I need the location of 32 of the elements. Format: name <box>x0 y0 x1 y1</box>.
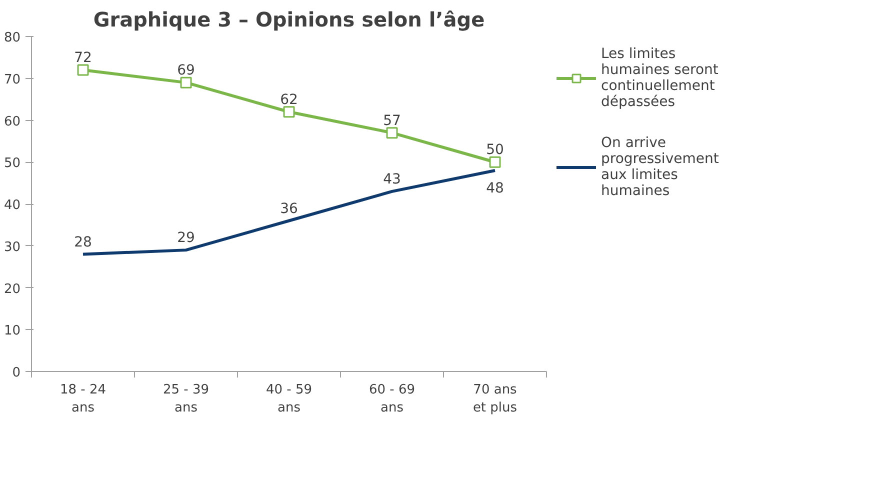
data-label: 43 <box>383 171 401 188</box>
legend-label: On arrive progressivement aux limites humaines <box>601 135 719 199</box>
x-tick-label: 70 ans et plus <box>472 382 518 416</box>
data-label: 72 <box>74 50 92 66</box>
y-tick-label: 60 <box>4 114 21 130</box>
y-tick-label: 50 <box>4 156 21 172</box>
point <box>77 64 89 76</box>
data-label: 29 <box>177 230 195 246</box>
chart-title: Graphique 3 – Opinions selon l’âge <box>93 8 485 32</box>
x-tick-label: 25 - 39 ans <box>162 382 210 416</box>
point <box>283 106 295 118</box>
data-label: 57 <box>383 112 401 129</box>
y-tick-label: 20 <box>4 282 21 297</box>
data-label: 69 <box>177 62 195 79</box>
point <box>180 76 192 88</box>
x-tick-label: 60 - 69 ans <box>368 382 416 416</box>
y-tick-label: 0 <box>12 366 21 380</box>
y-tick-label: 70 <box>4 72 21 88</box>
point <box>386 127 398 139</box>
y-tick-label: 80 <box>4 30 21 46</box>
x-tick-label: 18 - 24 ans <box>60 382 106 416</box>
x-tick-label: 40 - 59 ans <box>266 382 312 416</box>
data-label: 50 <box>486 142 504 158</box>
data-label: 28 <box>74 234 92 250</box>
y-tick-label: 30 <box>4 240 21 255</box>
y-tick-label: 40 <box>4 198 21 213</box>
point <box>489 156 501 168</box>
data-label: 48 <box>486 180 504 196</box>
data-label: 62 <box>280 92 298 108</box>
data-label: 36 <box>280 200 298 217</box>
y-tick-label: 10 <box>4 324 21 339</box>
legend-label: Les limites humaines seront continuellement dépassées <box>601 46 718 110</box>
